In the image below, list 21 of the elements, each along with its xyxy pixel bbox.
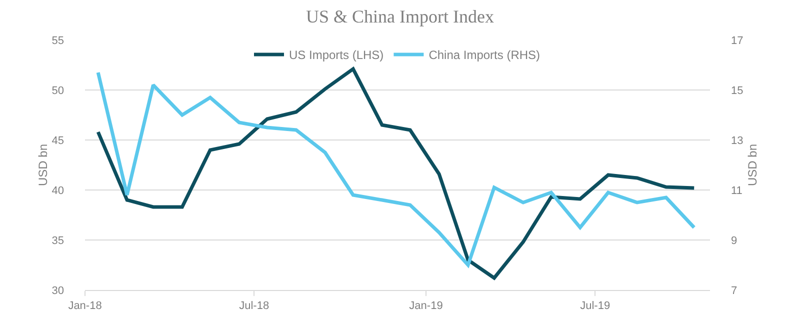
chart-title: US & China Import Index <box>306 6 494 26</box>
y2-axis-title: USD bn <box>745 144 760 186</box>
y2-tick-label: 7 <box>731 284 738 297</box>
y2-tick-label: 9 <box>731 234 738 247</box>
x-tick-label: Jul-19 <box>580 300 610 312</box>
y2-tick-label: 15 <box>731 84 744 97</box>
y-tick-label: 45 <box>52 134 64 147</box>
y2-tick-label: 13 <box>731 134 744 147</box>
x-tick-label: Jan-18 <box>68 300 102 312</box>
y-axis-title: USD bn <box>36 144 50 186</box>
y2-tick-label: 17 <box>731 34 744 47</box>
y-tick-label: 30 <box>52 284 64 297</box>
x-tick-label: Jul-18 <box>239 300 270 312</box>
y-tick-label: 50 <box>52 84 64 97</box>
legend-label: China Imports (RHS) <box>428 48 540 62</box>
x-tick-label: Jan-19 <box>409 300 443 312</box>
legend-label: US Imports (LHS) <box>289 48 384 62</box>
y2-tick-label: 11 <box>731 184 742 197</box>
y-tick-label: 35 <box>52 234 64 247</box>
y-tick-label: 55 <box>52 34 64 47</box>
y-tick-label: 40 <box>52 184 64 197</box>
